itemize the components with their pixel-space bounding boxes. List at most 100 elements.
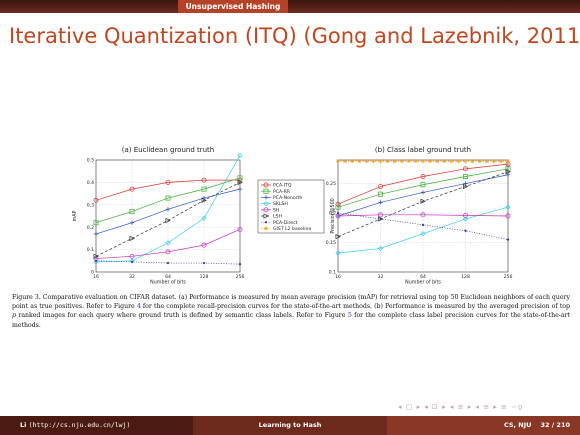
chart-b-ytick-label: 0.2	[329, 211, 336, 217]
chart-b-series-pca-nonorth-point	[505, 172, 511, 177]
chart-b-series-sklsh-point	[377, 245, 384, 252]
chart-b-series-gist-l2-baseline-point	[435, 159, 440, 164]
chart-a-series-lsh-point	[165, 217, 171, 224]
legend-marker-lsh	[263, 213, 269, 219]
chart-b-series-gist-l2-baseline-point	[420, 159, 426, 164]
chart-b-series-pca-rr-point	[378, 191, 383, 197]
chart-b-xtick-label: 128	[461, 274, 470, 280]
chart-b-series-gist-l2-baseline-point	[505, 159, 511, 164]
legend-marker-pca-itq	[263, 182, 269, 188]
chart-b-series-lsh-point	[420, 198, 426, 204]
chart-b-series-gist-l2-baseline-point	[449, 159, 454, 164]
figure-4-link[interactable]: 4	[136, 303, 141, 311]
chart-b-series-gist-l2-baseline-point	[357, 159, 362, 164]
chart-a-series-sh-point	[165, 249, 171, 255]
legend-marker-gist-l2-baseline	[263, 226, 269, 231]
chart-a-ytick-label: 0.4	[87, 180, 94, 186]
chart-b-series-sh-point	[420, 212, 426, 218]
chart-b-series-sh-point	[378, 212, 383, 218]
chart-a-ytick-label: 0.5	[87, 158, 94, 164]
legend-marker-pca-rr	[263, 188, 269, 194]
chart-a-series-sh-point	[201, 242, 207, 248]
chart-a-ytick-label: 0	[91, 270, 94, 276]
chart-b-series-pca-direct-point	[506, 238, 510, 241]
figure-5-link[interactable]: 5	[347, 312, 352, 320]
legend-marker-sh	[263, 207, 269, 213]
chart-b-series-pca-nonorth-point	[463, 181, 468, 186]
chart-b-series-gist-l2-baseline-point	[442, 159, 447, 164]
chart-a-series-pca-itq-point	[201, 177, 207, 183]
chart-b-series-sh-point	[505, 213, 511, 219]
chart-a-series-pca-itq-point	[165, 179, 171, 185]
chart-b-series-gist-l2-baseline-point	[413, 159, 419, 164]
legend-label-gist-l2-baseline: GIST L2 baseline	[273, 226, 311, 232]
chart-b-series-gist-l2-baseline-point	[392, 159, 397, 164]
legend-marker-pca-direct	[264, 221, 268, 224]
chart-b-series-gist-l2-baseline-point	[491, 159, 496, 164]
chart-a-series-pca-rr-line	[95, 177, 241, 224]
chart-b-series-gist-l2-baseline-point	[427, 159, 433, 164]
chart-a-series-pca-nonorth-point	[237, 187, 243, 192]
chart-b-xtick-label: 32	[378, 274, 384, 280]
chart-b-series-gist-l2-baseline-point	[477, 159, 482, 164]
chart-a-xlabel: Number of bits	[150, 280, 186, 286]
chart-a-ytick-label: 0.1	[87, 247, 94, 253]
chart-b-series-sklsh-point	[462, 216, 469, 222]
chart-b-series-sklsh-point	[505, 204, 511, 210]
chart-a-series-sh-line	[95, 229, 241, 259]
chart-b-series-pca-rr-point	[420, 182, 426, 188]
chart-a-series-pca-itq-point	[129, 186, 135, 192]
chart-a-ylabel: mAP	[72, 210, 78, 221]
chart-b-series-pca-rr-point	[463, 174, 468, 179]
beamer-navigation-icons[interactable]: ◂ ▢ ▸ ◂ ⊡ ▸ ◂ ≡ ▸ ◂ ≡ ▸ ≡ ∽ǫ	[398, 403, 524, 411]
legend-marker-sklsh	[263, 201, 269, 207]
legend-label-lsh: LSH	[273, 214, 282, 220]
chart-a-ytick-label: 0.3	[87, 202, 94, 208]
chart-b-xtick-label: 64	[420, 274, 426, 280]
chart-a-series-sh-point	[237, 226, 243, 232]
chart-b-ytick-label: 0.15	[326, 240, 336, 246]
top-bar: Unsupervised Hashing	[0, 0, 580, 13]
legend-label-sklsh: SKLSH	[273, 201, 288, 207]
chart-a-series-sklsh-point	[237, 152, 243, 159]
chart-b-series-sklsh-point	[420, 231, 426, 237]
section-tab[interactable]: Unsupervised Hashing	[178, 0, 288, 13]
chart-b-series-pca-rr-line	[337, 168, 509, 208]
chart-a-series-sklsh-line	[95, 155, 241, 263]
footer-title: Learning to Hash	[193, 416, 387, 435]
chart-a-series-sklsh-point	[93, 259, 99, 265]
chart-a-xtick-label: 128	[200, 274, 209, 280]
chart-a-series-pca-direct-point	[130, 260, 134, 264]
chart-a-series-pca-direct-point	[202, 261, 206, 265]
chart-a-series-lsh-line	[95, 182, 241, 257]
chart-b-ylabel: Precision@500	[330, 198, 336, 233]
chart-b-series-sh-point	[463, 212, 468, 218]
chart-b-ytick-label: 0.1	[329, 270, 336, 276]
chart-b-xtick-label: 16	[335, 274, 341, 280]
chart-a-series-lsh-point	[93, 253, 99, 259]
chart-b-series-pca-nonorth-point	[378, 200, 383, 205]
chart-a-series-pca-rr-point	[237, 175, 243, 181]
chart-b-series-gist-l2-baseline-point	[399, 159, 404, 164]
slide-title: Iterative Quantization (ITQ) (Gong and L…	[9, 24, 580, 48]
chart-b-title: (b) Class label ground truth	[375, 146, 471, 154]
footer: Li (http://cs.nju.edu.cn/lwj) Learning t…	[0, 416, 580, 435]
chart-b-series-gist-l2-baseline-point	[350, 159, 355, 164]
page-number: 32 / 210	[540, 421, 570, 429]
chart-b-series-gist-l2-baseline-point	[378, 159, 383, 164]
chart-b-series-pca-direct-point	[336, 211, 340, 215]
chart-b-series-gist-l2-baseline-point	[484, 159, 489, 164]
chart-a-xtick-label: 64	[165, 274, 171, 280]
footer-author-url[interactable]: (http://cs.nju.edu.cn/lwj)	[28, 421, 131, 429]
chart-b-series-lsh-point	[335, 233, 341, 240]
legend-label-pca-nonorth: PCA-Nonorth	[273, 195, 302, 201]
chart-a-series-pca-rr-point	[201, 186, 207, 192]
chart-b-series-gist-l2-baseline-point	[456, 159, 461, 164]
legend-box	[257, 179, 325, 234]
chart-b-series-gist-l2-baseline-point	[364, 159, 369, 164]
figure-charts: (a) Euclidean ground truth 16 32 64 128 256 0 0…	[72, 146, 512, 286]
chart-a-series-pca-direct-point	[166, 261, 170, 265]
chart-a-series-pca-itq-point	[93, 197, 99, 203]
chart-a-series-pca-nonorth-point	[93, 231, 99, 237]
chart-a-series-pca-direct-line	[95, 260, 241, 265]
